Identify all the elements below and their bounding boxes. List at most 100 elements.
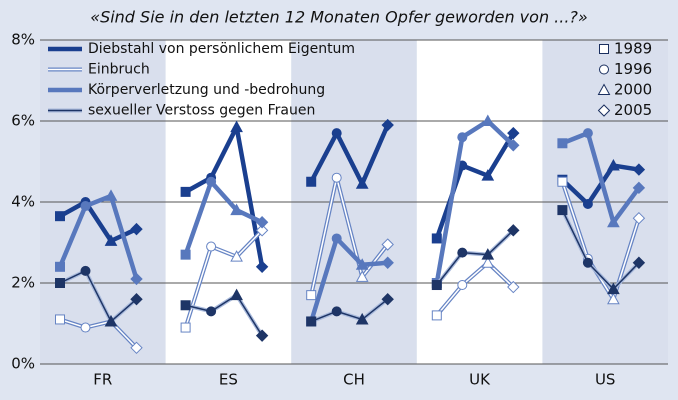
series-line — [561, 130, 641, 225]
legend-marker — [597, 104, 611, 117]
marker — [431, 280, 442, 291]
marker — [255, 224, 269, 237]
marker — [130, 272, 143, 286]
series-line — [434, 118, 515, 284]
y-tick-label: 2% — [11, 274, 35, 292]
marker — [381, 238, 394, 251]
marker — [130, 341, 143, 355]
marker — [557, 205, 568, 216]
marker — [180, 300, 191, 311]
legend-label: Diebstahl von persönlichem Eigentum — [88, 41, 355, 57]
marker — [255, 329, 269, 342]
marker — [507, 139, 520, 152]
marker — [80, 322, 91, 333]
marker — [457, 280, 468, 291]
marker — [55, 314, 65, 325]
marker — [130, 292, 143, 306]
legend-marker — [597, 83, 611, 95]
marker — [331, 306, 342, 317]
marker — [632, 256, 646, 269]
legend-label: 2000 — [614, 81, 652, 99]
marker — [607, 159, 620, 171]
legend-label: Körperverletzung und -bedrohung — [88, 82, 325, 98]
marker — [557, 176, 568, 187]
marker — [381, 256, 394, 269]
y-tick-label: 4% — [11, 193, 35, 211]
marker — [507, 126, 520, 140]
marker — [230, 250, 243, 262]
y-tick-label: 6% — [11, 112, 35, 130]
x-tick-label: UK — [469, 371, 491, 389]
legend-marker — [599, 64, 609, 75]
marker — [206, 306, 217, 317]
marker — [355, 258, 369, 270]
marker — [481, 114, 495, 126]
marker — [130, 222, 143, 236]
marker — [431, 310, 442, 321]
marker — [381, 118, 394, 132]
series-line — [183, 179, 264, 256]
marker — [582, 199, 593, 210]
series-line-inner — [310, 177, 389, 296]
marker — [557, 138, 568, 149]
marker — [55, 211, 65, 222]
marker — [230, 120, 243, 133]
marker — [331, 128, 342, 139]
marker — [206, 176, 217, 187]
marker — [230, 203, 243, 216]
series-line-inner — [561, 181, 640, 301]
legend-label: 2005 — [614, 101, 652, 119]
marker — [55, 278, 65, 288]
marker — [507, 224, 520, 237]
marker — [355, 270, 369, 282]
series-line-inner — [184, 229, 263, 328]
legend-label: 1989 — [614, 40, 652, 58]
marker — [381, 292, 394, 306]
x-tick-label: CH — [343, 371, 365, 389]
marker — [607, 282, 620, 295]
series-line — [561, 209, 640, 290]
series-line — [309, 236, 388, 323]
marker — [457, 132, 468, 143]
chart-title: «Sind Sie in den letzten 12 Monaten Opfe… — [90, 8, 588, 27]
x-tick-label: ES — [219, 371, 238, 389]
marker — [180, 249, 191, 260]
y-tick-label: 0% — [11, 355, 35, 373]
series-line-inner — [59, 318, 138, 349]
marker — [632, 181, 646, 195]
marker — [481, 256, 495, 268]
marker — [331, 172, 342, 183]
marker — [104, 189, 118, 201]
marker — [306, 176, 317, 187]
series-line — [310, 298, 389, 323]
legend-label: sexueller Verstoss gegen Frauen — [88, 103, 315, 119]
marker — [355, 312, 369, 325]
x-tick-label: FR — [93, 371, 112, 389]
series-line — [436, 229, 514, 286]
series-line — [185, 294, 263, 337]
marker — [481, 248, 495, 260]
marker — [104, 234, 118, 246]
marker — [507, 280, 520, 294]
marker — [306, 316, 317, 327]
series-line — [57, 193, 139, 280]
x-tick-label: US — [595, 371, 616, 389]
marker — [80, 201, 91, 212]
marker — [206, 241, 217, 252]
marker — [481, 169, 495, 181]
marker — [632, 163, 646, 176]
marker — [230, 288, 243, 301]
y-tick-label: 8% — [11, 31, 35, 49]
marker — [582, 257, 593, 268]
series-line-inner — [436, 261, 514, 316]
marker — [255, 260, 269, 274]
marker — [180, 186, 191, 197]
marker — [306, 290, 317, 301]
marker — [255, 216, 269, 229]
series-line — [59, 270, 137, 323]
marker — [331, 233, 342, 244]
marker — [180, 322, 191, 333]
series-line — [309, 124, 390, 187]
legend-label: 1996 — [614, 60, 652, 78]
marker — [607, 215, 620, 228]
